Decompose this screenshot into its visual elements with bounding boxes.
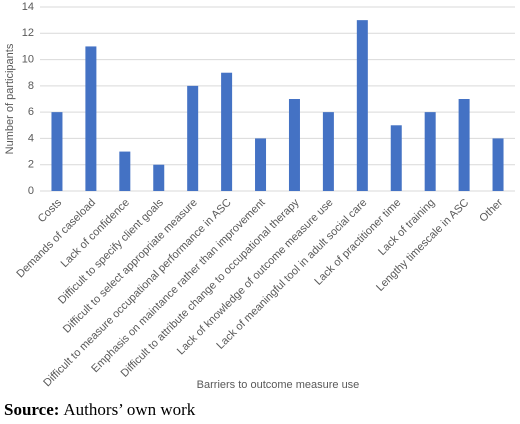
bar (255, 138, 267, 191)
bar (153, 164, 165, 191)
y-tick-label: 10 (22, 53, 34, 65)
x-tick-label: Lack of knowledge of outcome measure use (175, 197, 336, 358)
y-tick-label: 6 (28, 106, 34, 118)
bar (85, 46, 97, 191)
source-label: Source: (4, 400, 59, 419)
x-tick-label: Costs (36, 196, 65, 225)
bar (288, 99, 300, 191)
bar (322, 112, 334, 191)
y-tick-label: 4 (28, 132, 34, 144)
bar (492, 138, 504, 191)
y-tick-label: 2 (28, 159, 34, 171)
y-axis-label: Number of participants (4, 43, 16, 154)
bar (119, 151, 131, 191)
x-axis-label: Barriers to outcome measure use (197, 379, 360, 391)
y-tick-label: 14 (22, 1, 34, 13)
y-tick-label: 0 (28, 185, 34, 197)
source-note: Source: Authors’ own work (4, 400, 196, 419)
bar (356, 20, 368, 192)
source-text: Authors’ own work (63, 400, 195, 419)
bar (424, 112, 436, 191)
bar (390, 125, 402, 191)
bar (187, 85, 199, 191)
y-tick-label: 12 (22, 27, 34, 39)
bar (458, 99, 470, 191)
x-tick-label: Other (477, 196, 505, 224)
bar (221, 72, 233, 191)
bar (51, 112, 63, 191)
y-tick-label: 8 (28, 80, 34, 92)
